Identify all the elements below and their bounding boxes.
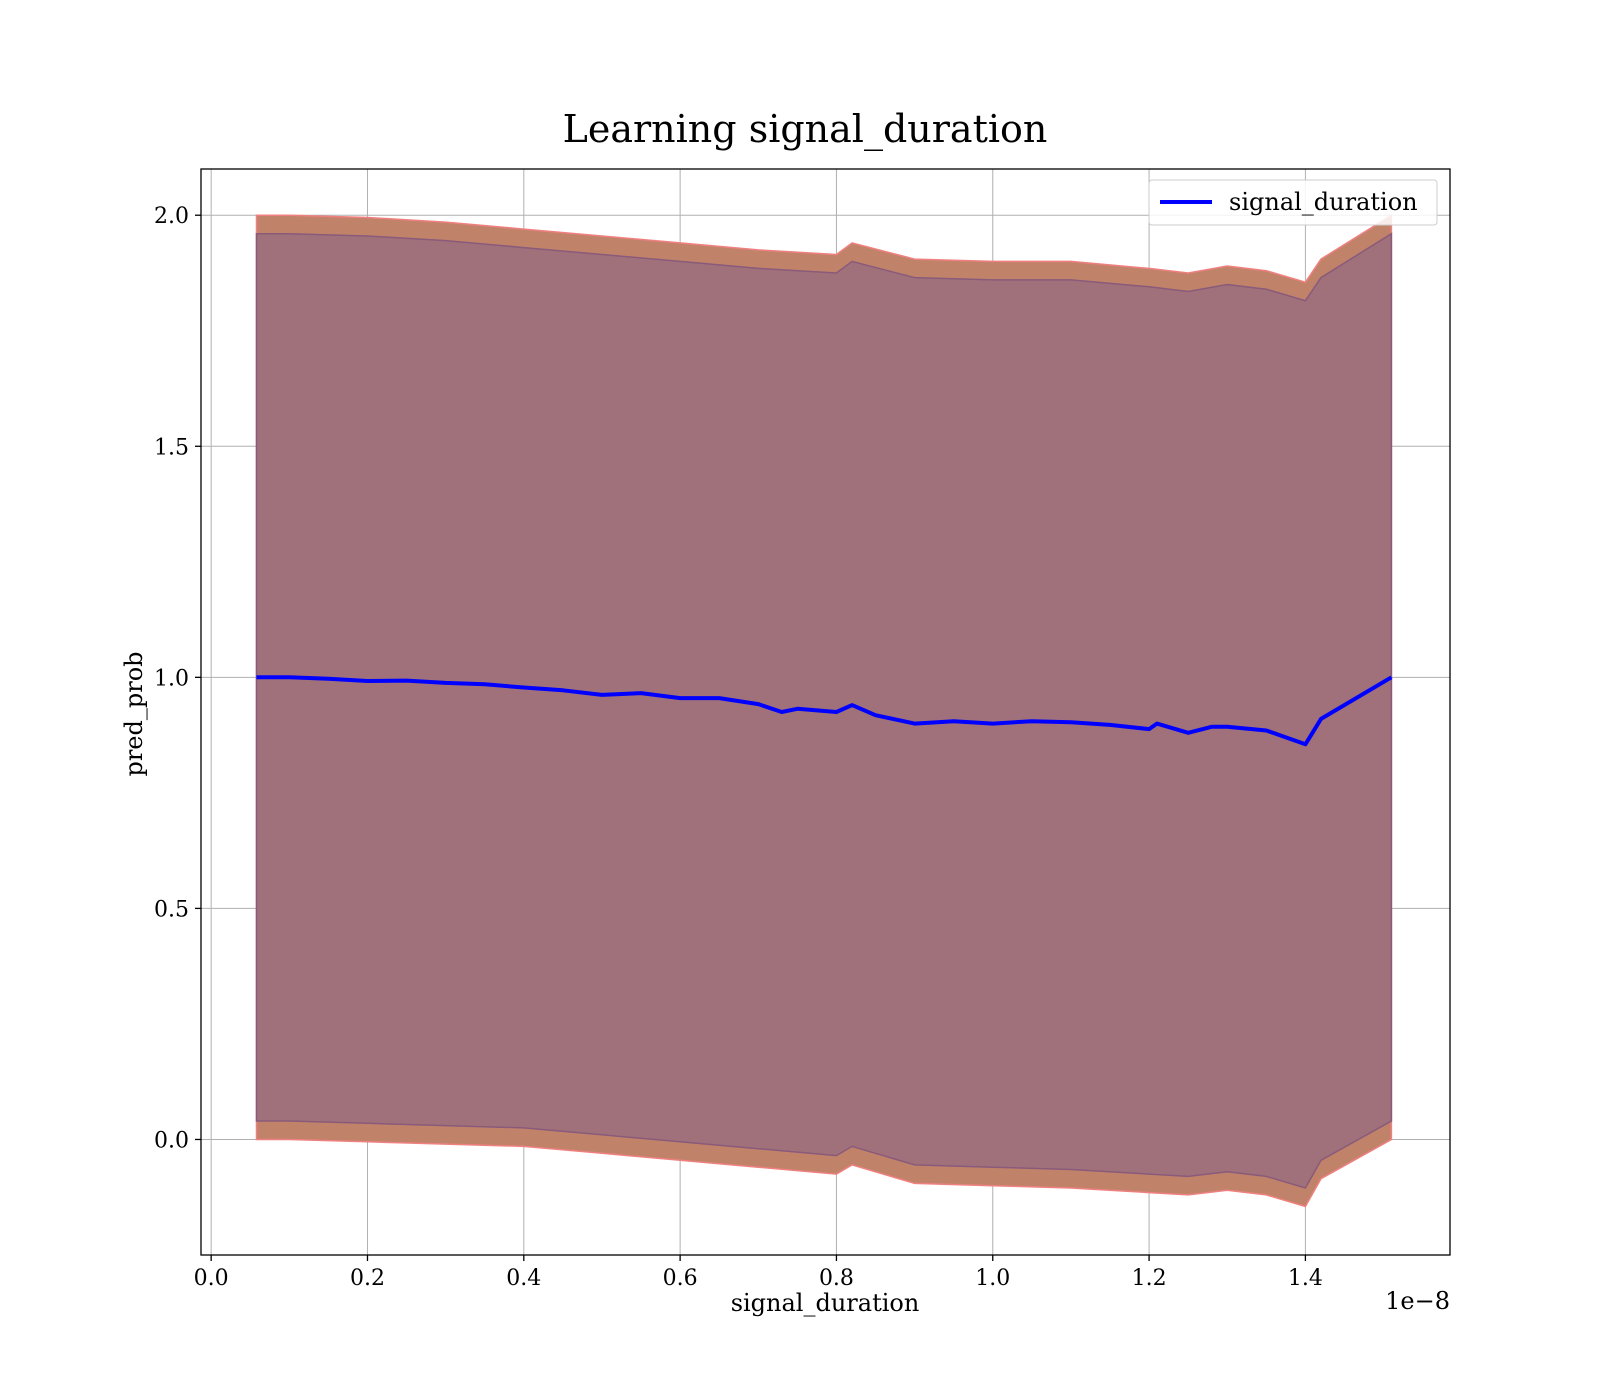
x-tick-label: 1.4	[1288, 1266, 1323, 1291]
y-ticks: 0.0 0.5 1.0 1.5 2.0	[154, 204, 201, 1153]
y-tick-label: 2.0	[154, 204, 189, 229]
x-ticks: 0.0 0.2 0.4 0.6 0.8 1.0 1.2 1.4	[194, 1255, 1323, 1291]
series-lines	[256, 675, 1393, 747]
x-tick-label: 0.4	[506, 1266, 541, 1291]
y-axis-label: pred_prob	[120, 651, 148, 776]
x-tick-label: 0.8	[819, 1266, 854, 1291]
x-tick-label: 0.0	[194, 1266, 229, 1291]
x-tick-label: 1.0	[975, 1266, 1010, 1291]
plot-frame	[200, 168, 1451, 1256]
y-tick-label: 0.5	[154, 897, 189, 922]
legend-box	[1148, 179, 1438, 226]
legend-entry-label: signal_duration	[1229, 188, 1418, 216]
x-axis-label: signal_duration	[731, 1289, 920, 1317]
x-tick-label: 1.2	[1132, 1266, 1167, 1291]
legend: signal_duration	[1148, 179, 1438, 226]
y-tick-label: 1.5	[154, 435, 189, 460]
y-tick-label: 0.0	[154, 1128, 189, 1153]
x-tick-label: 0.6	[663, 1266, 698, 1291]
x-tick-label: 0.2	[350, 1266, 385, 1291]
y-tick-label: 1.0	[154, 666, 189, 691]
x-axis-offset-label: 1e−8	[1385, 1287, 1450, 1315]
chart-title: Learning signal_duration	[563, 107, 1048, 152]
series-line-signal_duration	[256, 675, 1393, 747]
